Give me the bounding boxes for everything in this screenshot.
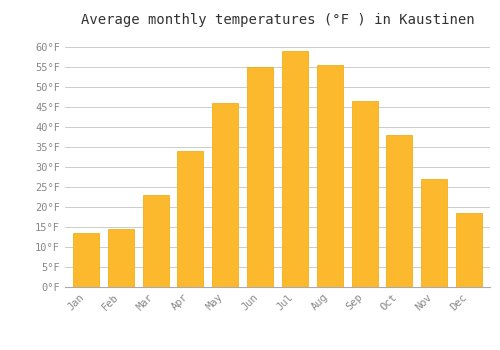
Bar — [456, 213, 482, 287]
Bar — [247, 67, 273, 287]
Bar — [178, 151, 204, 287]
Bar — [352, 101, 378, 287]
Bar — [386, 135, 412, 287]
Bar — [421, 179, 448, 287]
Bar — [108, 229, 134, 287]
Bar — [282, 51, 308, 287]
Title: Average monthly temperatures (°F ) in Kaustinen: Average monthly temperatures (°F ) in Ka… — [80, 13, 474, 27]
Bar — [212, 103, 238, 287]
Bar — [316, 65, 343, 287]
Bar — [142, 195, 169, 287]
Bar — [73, 233, 99, 287]
